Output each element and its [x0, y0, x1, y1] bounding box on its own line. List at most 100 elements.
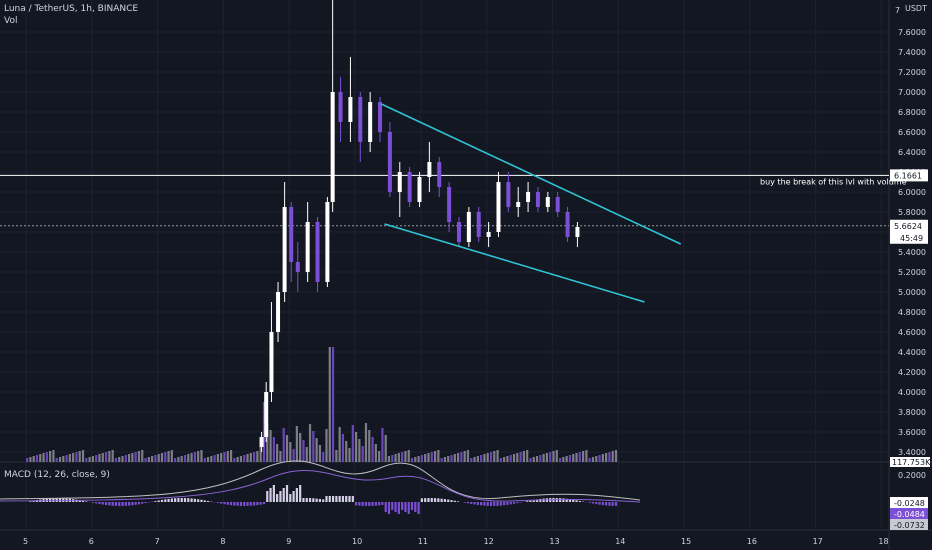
volume-bar [174, 458, 177, 462]
macd-histogram-bar [470, 502, 473, 504]
candle-body [486, 232, 491, 237]
volume-bar [542, 454, 545, 462]
macd-histogram-bar [160, 499, 164, 502]
volume-bar [368, 430, 371, 462]
volume-bar [486, 453, 489, 462]
macd-histogram-bar [384, 502, 387, 512]
volume-bar [131, 453, 134, 462]
time-axis-tick: 13 [549, 537, 559, 546]
macd-histogram-bar [493, 502, 496, 506]
volume-bar [456, 453, 460, 462]
price-axis-tick: 6.8000 [898, 108, 926, 117]
level-price-label: 6.1661 [894, 171, 922, 180]
macd-histogram-bar [466, 502, 470, 504]
price-axis-tick: 4.8000 [898, 308, 926, 317]
volume-bar [226, 451, 229, 462]
countdown-label: 45:49 [900, 234, 923, 243]
volume-bar [292, 449, 295, 462]
macd-histogram-bar [608, 502, 611, 506]
volume-bar [127, 454, 131, 462]
macd-label: MACD (12, 26, close, 9) [4, 470, 110, 480]
macd-histogram-bar [75, 499, 78, 502]
volume-bar [39, 454, 42, 462]
level-note: buy the break of this lvl with volume [760, 177, 907, 186]
time-axis-tick: 8 [220, 537, 225, 546]
macd-histogram-bar [387, 502, 391, 514]
macd-histogram-bar [322, 499, 325, 502]
macd-histogram-bar [414, 502, 417, 512]
volume-bar [220, 453, 223, 462]
macd-histogram-bar [269, 488, 272, 502]
macd-histogram-bar [243, 502, 246, 506]
macd-histogram-bar [104, 502, 108, 506]
volume-bar [401, 452, 404, 462]
macd-histogram-bar [118, 502, 121, 506]
macd-histogram-bar [611, 502, 614, 506]
volume-bar [141, 450, 144, 462]
macd-histogram-bar [259, 502, 262, 505]
macd-histogram-bar [539, 498, 542, 502]
macd-histogram-bar [355, 502, 358, 506]
macd-histogram-bar [220, 502, 223, 504]
volume-bar [266, 423, 269, 462]
macd-histogram-bar [368, 502, 371, 506]
hist-value-bg [890, 519, 928, 530]
macd-histogram-bar [381, 502, 384, 506]
macd-histogram-bar [328, 496, 331, 502]
volume-bar [88, 457, 91, 462]
macd-histogram-bar [197, 499, 200, 502]
volume-bar [549, 452, 552, 462]
volume-bar [295, 426, 298, 462]
macd-histogram-bar [279, 491, 282, 502]
volume-bar [605, 453, 608, 462]
volume-bar [535, 456, 539, 462]
macd-histogram-bar [305, 498, 308, 502]
macd-value-label: -0.0248 [894, 499, 925, 508]
candle-body [535, 192, 540, 207]
volume-bar [121, 456, 124, 462]
volume-bar [355, 432, 358, 462]
volume-bar [519, 452, 522, 462]
time-axis-tick: 12 [484, 537, 494, 546]
macd-histogram-bar [519, 502, 522, 503]
volume-bar [276, 444, 279, 462]
volume-bar [345, 441, 348, 462]
volume-bar [49, 451, 52, 462]
volume-bar [246, 454, 249, 462]
volume-bar [262, 402, 266, 462]
candle-body [456, 222, 461, 242]
macd-histogram-bar [516, 502, 519, 504]
macd-histogram-bar [302, 498, 305, 502]
macd-histogram-bar [144, 502, 147, 504]
volume-bar [529, 458, 532, 462]
volume-bar [391, 455, 394, 462]
volume-bar [473, 457, 476, 462]
volume-bar [499, 458, 502, 462]
price-axis-tick: 6.6000 [898, 128, 926, 137]
volume-bar [447, 456, 450, 462]
macd-histogram-bar [401, 502, 404, 510]
volume-bar [433, 451, 437, 462]
candle-body [387, 132, 392, 192]
macd-histogram-bar [598, 502, 601, 505]
macd-histogram-bar [101, 502, 104, 505]
macd-histogram-bar [331, 496, 335, 502]
candle-body [516, 202, 521, 207]
volume-bar [223, 452, 226, 462]
price-axis-tick: 6.4000 [898, 148, 926, 157]
macd-histogram-bar [111, 502, 114, 506]
volume-bar [338, 427, 341, 462]
volume-bar [101, 453, 104, 462]
macd-histogram-bar [503, 502, 506, 506]
macd-histogram-bar [562, 498, 565, 502]
macd-histogram-bar [180, 498, 183, 502]
time-axis-tick: 14 [615, 537, 625, 546]
macd-histogram-bar [229, 502, 233, 506]
price-axis-tick: 4.0000 [898, 388, 926, 397]
volume-bar [269, 430, 272, 462]
volume-axis-label: 117.753K [892, 458, 931, 467]
volume-bar [335, 450, 338, 462]
volume-bar [62, 456, 65, 462]
macd-histogram-bar [236, 502, 239, 506]
